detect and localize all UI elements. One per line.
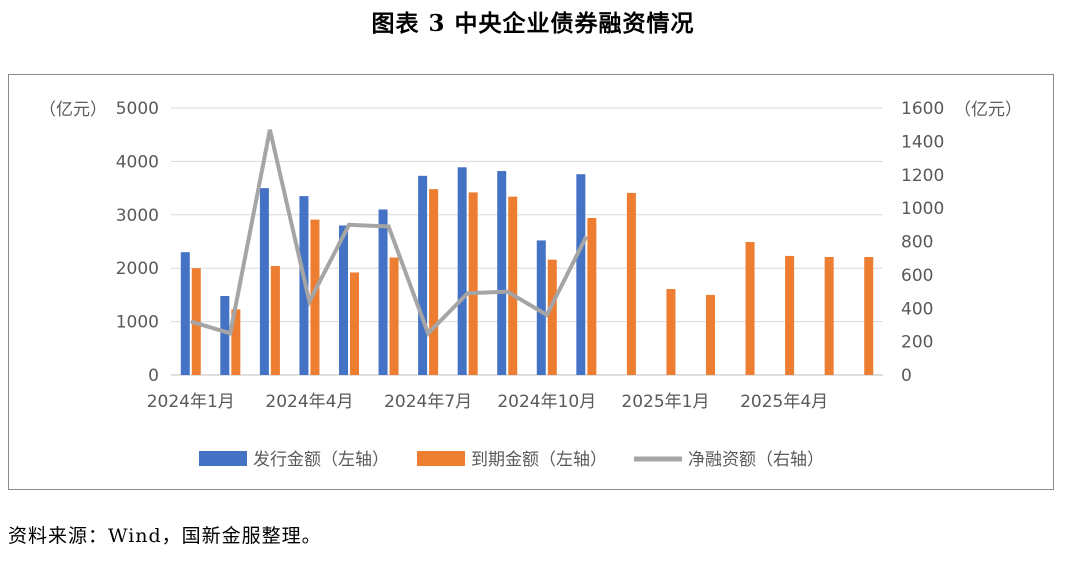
chart-title: 图表 3 中央企业债券融资情况 [371,10,695,37]
maturity-bar [508,196,518,375]
maturity-bar [706,294,715,375]
x-tick-label: 2024年10月 [497,392,596,412]
maturity-bar [587,218,597,375]
source-note: 资料来源：Wind，国新金服整理。 [8,525,322,547]
maturity-bar [666,289,676,375]
right-tick-label: 1000 [901,199,944,219]
issuance-bar [378,209,388,375]
left-tick-label: 2000 [116,259,159,279]
right-tick-label: 400 [901,299,933,319]
left-tick-label: 0 [148,366,159,386]
legend-swatch [199,451,247,466]
legend-net-financing: 净融资额（右轴） [634,450,824,470]
right-tick-label: 200 [901,333,933,353]
legend: 发行金额（左轴） 到期金额（左轴） 净融资额（右轴） [199,450,824,470]
maturity-bar [824,256,834,375]
x-axis: 2024年1月 2024年4月 2024年7月 2024年10月 2025年1月 2025… [147,392,828,412]
maturity-bar [468,192,478,375]
legend-issuance: 发行金额（左轴） [199,450,389,470]
issuance-bar [418,175,428,375]
left-tick-label: 3000 [116,206,159,226]
issuance-bar [220,295,230,375]
bars [180,167,874,375]
legend-label: 发行金额（左轴） [253,450,389,470]
maturity-bar [429,189,439,375]
right-tick-label: 1400 [901,132,944,152]
issuance-bar [536,240,546,375]
issuance-bar [457,167,467,375]
maturity-bar [310,219,320,375]
issuance-bar [576,174,586,375]
x-tick-label: 2025年1月 [621,392,709,412]
right-axis-unit: （亿元） [954,100,1022,120]
left-tick-label: 4000 [116,152,159,172]
x-tick-label: 2024年1月 [147,392,235,412]
x-tick-label: 2025年4月 [740,392,828,412]
legend-label: 到期金额（左轴） [471,450,607,470]
x-tick-label: 2024年4月 [265,392,353,412]
issuance-bar [339,225,348,375]
maturity-bar [626,192,636,375]
legend-maturity: 到期金额（左轴） [417,450,607,470]
maturity-bar [547,259,557,375]
right-tick-label: 600 [901,266,933,286]
issuance-bar [180,252,190,375]
maturity-bar [389,257,399,375]
net-financing-line [190,129,589,337]
maturity-bar [745,242,755,375]
maturity-bar [231,309,241,375]
right-tick-label: 1600 [901,99,944,119]
legend-label: 净融资额（右轴） [688,450,824,470]
right-tick-label: 0 [901,366,912,386]
maturity-bar [785,255,795,375]
maturity-bar [864,256,874,375]
legend-swatch [417,451,465,466]
issuance-bar [497,171,507,375]
issuance-bar [259,188,269,375]
right-tick-label: 800 [901,233,933,253]
right-tick-label: 1200 [901,166,944,186]
left-tick-label: 1000 [116,313,159,333]
maturity-bar [270,266,280,375]
net-financing-polyline [190,129,589,337]
right-axis: 0 200 400 600 800 1000 1200 1400 1600 [901,99,944,386]
left-tick-label: 5000 [116,99,159,119]
chart-frame: 0 1000 2000 3000 4000 5000 0 200 400 600 800 1000 1… [8,74,1054,490]
left-axis: 0 1000 2000 3000 4000 5000 [116,99,159,386]
maturity-bar [350,272,359,375]
chart-svg: 0 1000 2000 3000 4000 5000 0 200 400 600 800 1000 1… [39,99,1022,470]
left-axis-unit: （亿元） [39,100,107,120]
x-tick-label: 2024年7月 [384,392,472,412]
